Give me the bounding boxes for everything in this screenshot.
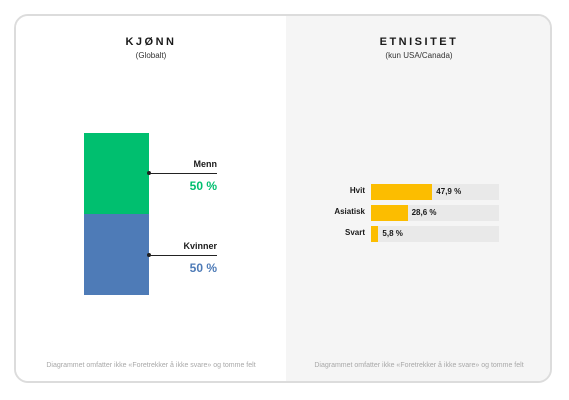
ethnicity-row-svart: Svart 5,8 % [286, 226, 550, 242]
ethnicity-label: Asiatisk [334, 207, 365, 216]
ethnicity-row-asiatisk: Asiatisk 28,6 % [286, 205, 550, 221]
ethnicity-row-hvit: Hvit 47,9 % [286, 184, 550, 200]
gender-bar-women [84, 214, 149, 295]
women-connector-dot [147, 253, 151, 257]
gender-bar-men [84, 133, 149, 214]
ethnicity-label: Hvit [349, 186, 365, 195]
ethnicity-panel: ETNISITET (kun USA/Canada) Hvit 47,9 % A… [286, 16, 550, 381]
ethnicity-bar-svart [371, 226, 379, 242]
gender-footnote: Diagrammet omfatter ikke «Foretrekker å … [46, 362, 256, 369]
ethnicity-bar-track: 28,6 % [371, 205, 499, 221]
ethnicity-value: 5,8 % [382, 229, 403, 238]
gender-subtitle: (Globalt) [135, 51, 167, 60]
women-label: Kvinner [183, 240, 217, 251]
ethnicity-title: ETNISITET [379, 36, 459, 48]
women-value: 50 % [189, 260, 217, 275]
men-value: 50 % [189, 178, 217, 193]
gender-panel: KJØNN (Globalt) Menn 50 % Kvinner 50 % D… [16, 16, 286, 381]
ethnicity-value: 28,6 % [411, 208, 437, 217]
men-label: Menn [193, 158, 218, 169]
gender-title: KJØNN [125, 36, 177, 48]
ethnicity-bar-asiatisk [371, 205, 408, 221]
ethnicity-bar-track: 5,8 % [371, 226, 499, 242]
men-connector-line [149, 172, 217, 174]
demographics-card: KJØNN (Globalt) Menn 50 % Kvinner 50 % D… [14, 14, 552, 383]
men-connector-dot [147, 171, 151, 176]
ethnicity-footnote: Diagrammet omfatter ikke «Foretrekker å … [314, 362, 524, 369]
ethnicity-label: Svart [344, 228, 365, 237]
ethnicity-value: 47,9 % [436, 187, 462, 196]
ethnicity-subtitle: (kun USA/Canada) [385, 51, 453, 60]
ethnicity-bar-hvit [371, 184, 433, 200]
ethnicity-bar-track: 47,9 % [371, 184, 499, 200]
women-connector-line [149, 254, 217, 256]
